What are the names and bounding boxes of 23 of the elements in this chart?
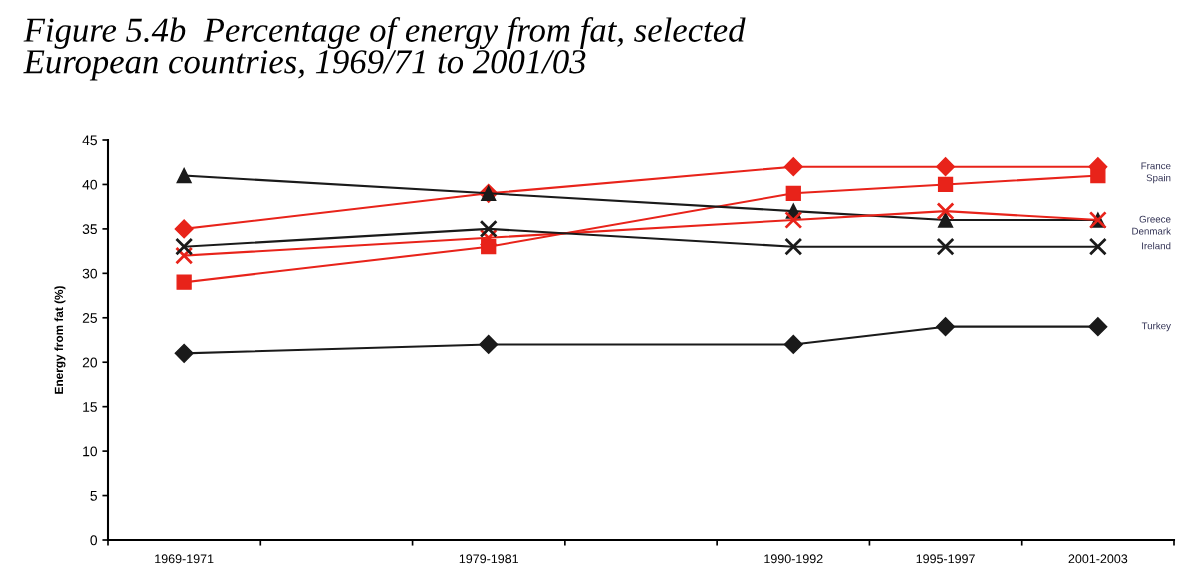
x-tick-label: 2001-2003 xyxy=(1068,554,1128,564)
x-tick-label: 1995-1997 xyxy=(916,554,975,564)
text: Denmark xyxy=(1132,227,1171,235)
y-axis-title: Energy from fat (%) xyxy=(54,286,66,394)
x-tick-label: 1990-1992 xyxy=(764,554,823,564)
y-tick-label: 30 xyxy=(82,268,98,279)
chart-title: Figure 5.4b Percentage of energy from fat, selected European countries, 1969/71 to 2001/03 xyxy=(23,17,746,81)
text: Spain xyxy=(1146,174,1171,184)
y-tick-label: 15 xyxy=(83,402,97,412)
y-tick-label: 25 xyxy=(82,313,97,323)
y-tick-label: 0 xyxy=(90,535,98,546)
text: Greece xyxy=(1139,215,1171,223)
y-tick-label: 45 xyxy=(82,135,97,146)
y-tick-label: 10 xyxy=(83,446,98,457)
y-tick-label: 20 xyxy=(82,357,98,368)
text: Turkey xyxy=(1141,322,1171,332)
x-tick-label: 1979-1981 xyxy=(459,554,518,564)
text: France xyxy=(1141,162,1171,170)
y-tick-label: 35 xyxy=(82,224,97,235)
text: Ireland xyxy=(1142,242,1171,250)
x-tick-label: 1969-1971 xyxy=(155,554,214,564)
y-tick-label: 5 xyxy=(90,491,97,501)
y-tick-label: 40 xyxy=(82,179,98,190)
